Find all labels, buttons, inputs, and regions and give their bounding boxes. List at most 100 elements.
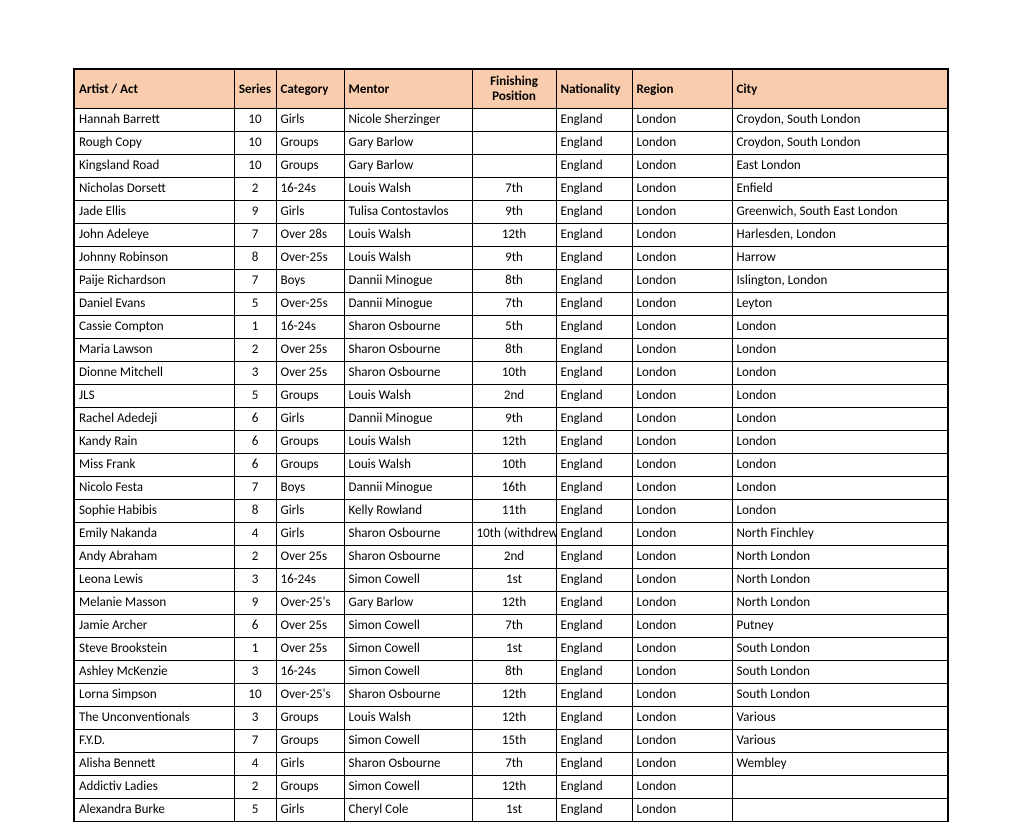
cell-mentor: Sharon Osbourne xyxy=(344,523,472,546)
cell-finish: 12th xyxy=(472,684,556,707)
cell-city: Croydon, South London xyxy=(732,109,948,132)
cell-region: London xyxy=(632,523,732,546)
cell-artist: Kandy Rain xyxy=(74,431,234,454)
cell-series: 3 xyxy=(234,707,276,730)
table-row: Daniel Evans5Over-25sDannii Minogue7thEn… xyxy=(74,293,948,316)
cell-nat: England xyxy=(556,523,632,546)
cell-category: Groups xyxy=(276,385,344,408)
cell-mentor: Simon Cowell xyxy=(344,776,472,799)
table-row: Rough Copy10GroupsGary BarlowEnglandLond… xyxy=(74,132,948,155)
header-city: City xyxy=(732,69,948,109)
table-row: Sophie Habibis8GirlsKelly Rowland11thEng… xyxy=(74,500,948,523)
cell-artist: Alisha Bennett xyxy=(74,753,234,776)
cell-city: London xyxy=(732,385,948,408)
cell-mentor: Simon Cowell xyxy=(344,569,472,592)
cell-city: South London xyxy=(732,661,948,684)
cell-category: Over 25s xyxy=(276,546,344,569)
cell-series: 10 xyxy=(234,155,276,178)
cell-series: 1 xyxy=(234,638,276,661)
cell-nat: England xyxy=(556,247,632,270)
header-finish: Finishing Position xyxy=(472,69,556,109)
cell-artist: Paije Richardson xyxy=(74,270,234,293)
cell-city: London xyxy=(732,362,948,385)
cell-mentor: Gary Barlow xyxy=(344,155,472,178)
cell-series: 3 xyxy=(234,362,276,385)
cell-mentor: Louis Walsh xyxy=(344,431,472,454)
cell-category: Over-25s xyxy=(276,247,344,270)
cell-mentor: Louis Walsh xyxy=(344,247,472,270)
cell-series: 7 xyxy=(234,270,276,293)
cell-finish: 8th xyxy=(472,270,556,293)
cell-nat: England xyxy=(556,454,632,477)
cell-nat: England xyxy=(556,661,632,684)
cell-city: Harrow xyxy=(732,247,948,270)
cell-artist: Nicholas Dorsett xyxy=(74,178,234,201)
cell-mentor: Dannii Minogue xyxy=(344,293,472,316)
cell-mentor: Simon Cowell xyxy=(344,638,472,661)
cell-nat: England xyxy=(556,316,632,339)
cell-finish: 2nd xyxy=(472,385,556,408)
cell-category: Groups xyxy=(276,155,344,178)
table-row: John Adeleye7Over 28sLouis Walsh12thEngl… xyxy=(74,224,948,247)
cell-category: Over 25s xyxy=(276,638,344,661)
cell-mentor: Dannii Minogue xyxy=(344,408,472,431)
cell-nat: England xyxy=(556,684,632,707)
page: Artist / ActSeriesCategoryMentorFinishin… xyxy=(0,0,1020,721)
cell-nat: England xyxy=(556,132,632,155)
cell-nat: England xyxy=(556,270,632,293)
cell-category: Over-25s xyxy=(276,293,344,316)
cell-series: 6 xyxy=(234,408,276,431)
cell-artist: Sophie Habibis xyxy=(74,500,234,523)
cell-region: London xyxy=(632,270,732,293)
cell-region: London xyxy=(632,339,732,362)
table-row: Jamie Archer6Over 25sSimon Cowell7thEngl… xyxy=(74,615,948,638)
cell-category: Boys xyxy=(276,477,344,500)
cell-finish: 16th xyxy=(472,477,556,500)
cell-artist: Rough Copy xyxy=(74,132,234,155)
cell-finish: 1st xyxy=(472,569,556,592)
cell-region: London xyxy=(632,776,732,799)
cell-city: London xyxy=(732,431,948,454)
cell-finish: 11th xyxy=(472,500,556,523)
cell-nat: England xyxy=(556,431,632,454)
cell-mentor: Sharon Osbourne xyxy=(344,684,472,707)
cell-finish xyxy=(472,155,556,178)
cell-artist: Dionne Mitchell xyxy=(74,362,234,385)
cell-region: London xyxy=(632,707,732,730)
cell-category: Groups xyxy=(276,776,344,799)
cell-region: London xyxy=(632,385,732,408)
cell-series: 7 xyxy=(234,477,276,500)
cell-artist: F.Y.D. xyxy=(74,730,234,753)
cell-finish xyxy=(472,109,556,132)
cell-city: Various xyxy=(732,730,948,753)
cell-nat: England xyxy=(556,638,632,661)
cell-finish: 10th xyxy=(472,454,556,477)
table-row: Leona Lewis316-24sSimon Cowell1stEngland… xyxy=(74,569,948,592)
cell-region: London xyxy=(632,661,732,684)
cell-series: 2 xyxy=(234,546,276,569)
cell-city: North London xyxy=(732,569,948,592)
cell-finish: 1st xyxy=(472,638,556,661)
cell-series: 1 xyxy=(234,316,276,339)
cell-finish: 12th xyxy=(472,776,556,799)
cell-city: North Finchley xyxy=(732,523,948,546)
cell-category: 16-24s xyxy=(276,316,344,339)
header-category: Category xyxy=(276,69,344,109)
cell-artist: Miss Frank xyxy=(74,454,234,477)
cell-category: Girls xyxy=(276,408,344,431)
cell-region: London xyxy=(632,592,732,615)
cell-region: London xyxy=(632,500,732,523)
cell-series: 5 xyxy=(234,385,276,408)
cell-artist: Kingsland Road xyxy=(74,155,234,178)
cell-series: 9 xyxy=(234,592,276,615)
cell-nat: England xyxy=(556,339,632,362)
cell-finish: 9th xyxy=(472,408,556,431)
cell-city: Harlesden, London xyxy=(732,224,948,247)
table-row: Kandy Rain6GroupsLouis Walsh12thEnglandL… xyxy=(74,431,948,454)
cell-artist: Addictiv Ladies xyxy=(74,776,234,799)
cell-mentor: Sharon Osbourne xyxy=(344,546,472,569)
cell-mentor: Louis Walsh xyxy=(344,385,472,408)
cell-nat: England xyxy=(556,109,632,132)
cell-artist: Rachel Adedeji xyxy=(74,408,234,431)
cell-series: 3 xyxy=(234,661,276,684)
